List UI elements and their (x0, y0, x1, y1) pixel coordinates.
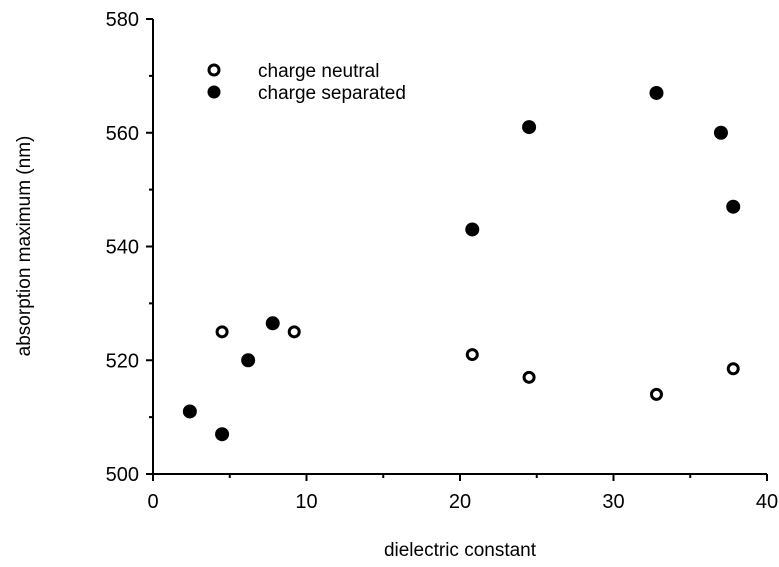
legend-label-charge-neutral: charge neutral (258, 61, 379, 82)
point-charge-separated (182, 404, 197, 419)
y-tick-label: 520 (106, 350, 139, 372)
point-charge-separated (215, 427, 230, 442)
point-charge-separated (265, 316, 280, 331)
point-charge-separated (713, 125, 728, 140)
point-charge-neutral (287, 325, 301, 339)
tick-labels: 500 520 540 560 580 0 10 20 30 40 (106, 9, 779, 513)
x-tick-label: 40 (756, 491, 778, 513)
point-charge-neutral (465, 348, 479, 362)
point-charge-separated (726, 199, 741, 214)
x-tick-label: 20 (449, 491, 471, 513)
data-points (182, 85, 741, 442)
y-axis-title: absorption maximum (nm) (14, 136, 35, 357)
point-charge-neutral (522, 370, 536, 384)
y-tick-label: 560 (106, 123, 139, 145)
legend-marker-charge-separated (207, 85, 221, 99)
point-charge-neutral (649, 387, 663, 401)
x-axis-title: dielectric constant (384, 540, 537, 561)
y-tick-label: 580 (106, 9, 139, 31)
y-tick-label: 540 (106, 237, 139, 259)
y-tick-label: 500 (106, 464, 139, 486)
point-charge-separated (522, 120, 537, 135)
legend-marker-charge-neutral (207, 63, 221, 77)
legend-label-charge-separated: charge separated (258, 83, 406, 104)
point-charge-neutral (726, 362, 740, 376)
point-charge-separated (465, 222, 480, 237)
x-tick-label: 10 (295, 491, 317, 513)
plot-frame (152, 19, 767, 475)
legend: charge neutral charge separated (207, 61, 406, 104)
point-charge-neutral (215, 325, 229, 339)
point-charge-separated (241, 353, 256, 368)
x-tick-label: 30 (602, 491, 624, 513)
axis-ticks (146, 18, 768, 481)
point-charge-separated (649, 85, 664, 100)
x-tick-label: 0 (147, 491, 158, 513)
